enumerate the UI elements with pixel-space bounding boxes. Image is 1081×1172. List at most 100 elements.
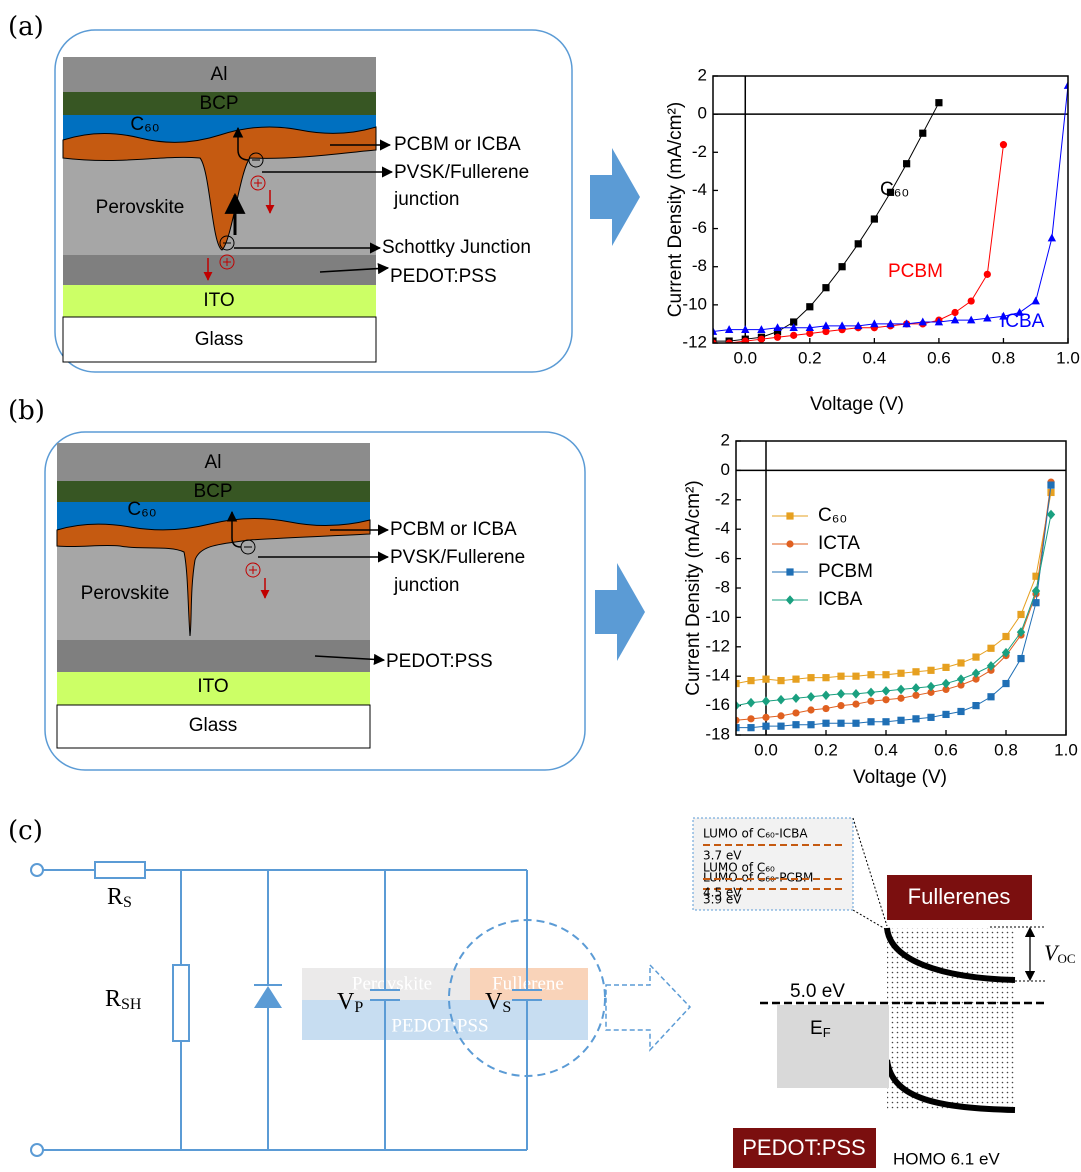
data-point	[927, 667, 934, 674]
subscript: OC	[1057, 951, 1075, 966]
layer-label: Al	[211, 64, 228, 85]
y-tick-label: -8	[692, 256, 707, 275]
data-point	[867, 671, 874, 678]
data-point	[1017, 611, 1024, 618]
device-a: Al BCP C₆₀ Perovskite ITO Glass PCBM or …	[55, 30, 572, 372]
homo-label: HOMO 6.1 eV	[893, 1149, 1000, 1168]
data-point	[838, 321, 846, 329]
callout-label: PEDOT:PSS	[390, 266, 497, 287]
data-point	[837, 689, 845, 699]
layer-label: ITO	[197, 676, 228, 697]
subscript: S	[502, 999, 511, 1016]
data-point	[852, 689, 860, 699]
series-label: PCBM	[888, 261, 943, 282]
data-point	[987, 645, 994, 652]
layer-label: Glass	[189, 715, 238, 736]
y-tick-label: 2	[698, 65, 707, 84]
x-tick-label: 0.6	[927, 348, 951, 367]
data-point	[882, 696, 889, 703]
layer-label: Glass	[195, 329, 244, 350]
data-point	[725, 325, 733, 333]
data-point	[957, 708, 964, 715]
data-point	[758, 336, 765, 343]
layer-label: Al	[205, 452, 222, 473]
data-point	[747, 724, 754, 731]
subscript: F	[823, 1025, 831, 1040]
data-point	[807, 692, 815, 702]
plot-frame	[713, 76, 1068, 343]
y-tick-label: -8	[715, 577, 730, 596]
y-tick-label: -4	[692, 180, 707, 199]
data-point	[871, 215, 878, 222]
data-point	[987, 693, 994, 700]
data-point	[762, 676, 769, 683]
series-line	[736, 515, 1051, 706]
data-point	[968, 297, 975, 304]
x-tick-label: 1.0	[1054, 740, 1078, 759]
data-point	[822, 674, 829, 681]
data-point	[747, 677, 754, 684]
data-point	[951, 316, 959, 324]
symbol: V	[485, 989, 503, 1015]
data-point	[806, 303, 813, 310]
symbol: R	[105, 986, 121, 1012]
data-point	[852, 701, 859, 708]
layer-label: Perovskite	[352, 973, 432, 994]
voc-label: VOC	[1044, 940, 1076, 966]
symbol: R	[107, 884, 123, 910]
layer-label: BCP	[199, 93, 238, 114]
data-point	[912, 668, 919, 675]
zoom-line	[853, 910, 887, 930]
data-point	[762, 696, 770, 706]
y-tick-label: -10	[682, 294, 707, 313]
terminal	[31, 864, 43, 876]
legend-marker	[786, 512, 793, 519]
data-point	[747, 698, 755, 708]
resistor	[95, 862, 145, 878]
data-point	[777, 677, 784, 684]
y-tick-label: 0	[698, 104, 707, 123]
layer-label: C₆₀	[127, 499, 156, 520]
subscript: P	[354, 999, 363, 1016]
rsh-label: RSH	[105, 986, 142, 1013]
data-point	[792, 721, 799, 728]
data-point	[855, 240, 862, 247]
data-point	[762, 723, 769, 730]
layer-label: ITO	[203, 290, 234, 311]
legend-label: ICBA	[818, 589, 863, 610]
x-tick-label: 0.2	[798, 348, 822, 367]
data-point	[1047, 489, 1054, 496]
panel-label: (b)	[8, 396, 45, 426]
x-axis-title: Voltage (V)	[853, 767, 947, 788]
data-point	[837, 720, 844, 727]
x-tick-label: 0.4	[874, 740, 898, 759]
data-point	[897, 670, 904, 677]
figure: (a) (b) (c) Al BCP C₆₀ Perovskite ITO Gl…	[0, 0, 1081, 1172]
x-tick-label: 0.0	[754, 740, 778, 759]
x-tick-label: 0.2	[814, 740, 838, 759]
layer-label: PEDOT:PSS	[391, 1015, 488, 1036]
x-tick-label: 0.4	[863, 348, 887, 367]
data-point	[1017, 655, 1024, 662]
fullerenes-label: Fullerenes	[908, 884, 1011, 909]
data-point	[807, 721, 814, 728]
data-point	[741, 325, 749, 333]
pedot-label: PEDOT:PSS	[742, 1135, 865, 1160]
data-point	[807, 674, 814, 681]
x-axis-title: Voltage (V)	[810, 394, 904, 415]
legend-marker	[786, 568, 793, 575]
legend-label: PCBM	[818, 561, 873, 582]
y-tick-label: -18	[705, 724, 730, 743]
y-tick-label: -12	[682, 332, 707, 351]
callout-label: Schottky Junction	[382, 237, 531, 258]
callout-label: PVSK/Fullerene	[394, 162, 529, 183]
plot-area	[709, 81, 1072, 347]
symbol: V	[337, 989, 355, 1015]
y-axis-title: Current Density (mA/cm²)	[683, 480, 704, 695]
y-tick-label: -2	[692, 142, 707, 161]
data-point	[852, 720, 859, 727]
panel-label: (a)	[8, 12, 44, 42]
symbol: E	[810, 1018, 823, 1039]
data-point	[882, 671, 889, 678]
layer-label: BCP	[193, 481, 232, 502]
